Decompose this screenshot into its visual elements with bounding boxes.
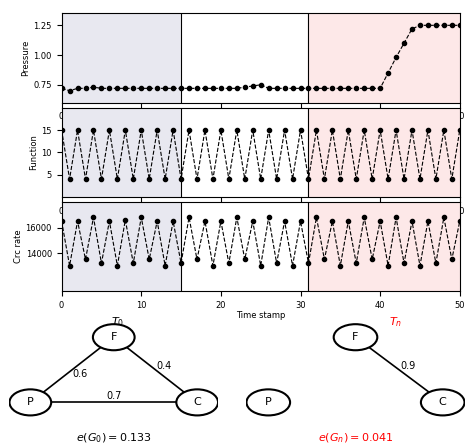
Y-axis label: Crc rate: Crc rate <box>14 230 23 263</box>
Bar <box>181 108 309 197</box>
Bar <box>181 13 309 103</box>
Circle shape <box>176 389 218 415</box>
Text: 0.6: 0.6 <box>73 369 88 379</box>
Text: $T_0$: $T_0$ <box>111 315 124 329</box>
Text: C: C <box>193 397 201 407</box>
Text: 0.9: 0.9 <box>400 361 415 371</box>
X-axis label: Time stamp: Time stamp <box>236 311 285 320</box>
Text: 0.4: 0.4 <box>156 361 171 371</box>
Bar <box>309 202 460 291</box>
Bar <box>62 202 181 291</box>
Bar <box>181 202 309 291</box>
Text: F: F <box>110 332 117 342</box>
Circle shape <box>334 324 377 350</box>
Text: P: P <box>27 397 34 407</box>
Text: $T_n$: $T_n$ <box>390 315 403 329</box>
Bar <box>309 108 460 197</box>
Text: $e(G_n) = 0.041$: $e(G_n) = 0.041$ <box>318 431 393 445</box>
Text: $e(G_0) = 0.133$: $e(G_0) = 0.133$ <box>76 431 152 445</box>
Text: 0.7: 0.7 <box>106 391 121 401</box>
Circle shape <box>9 389 51 415</box>
Text: C: C <box>439 397 447 407</box>
Bar <box>309 13 460 103</box>
Y-axis label: Pressure: Pressure <box>22 40 31 76</box>
Text: P: P <box>265 397 272 407</box>
Bar <box>62 13 181 103</box>
Circle shape <box>421 389 465 415</box>
Y-axis label: Function: Function <box>29 134 38 170</box>
Circle shape <box>93 324 135 350</box>
Circle shape <box>246 389 290 415</box>
Text: F: F <box>352 332 359 342</box>
Bar <box>62 108 181 197</box>
